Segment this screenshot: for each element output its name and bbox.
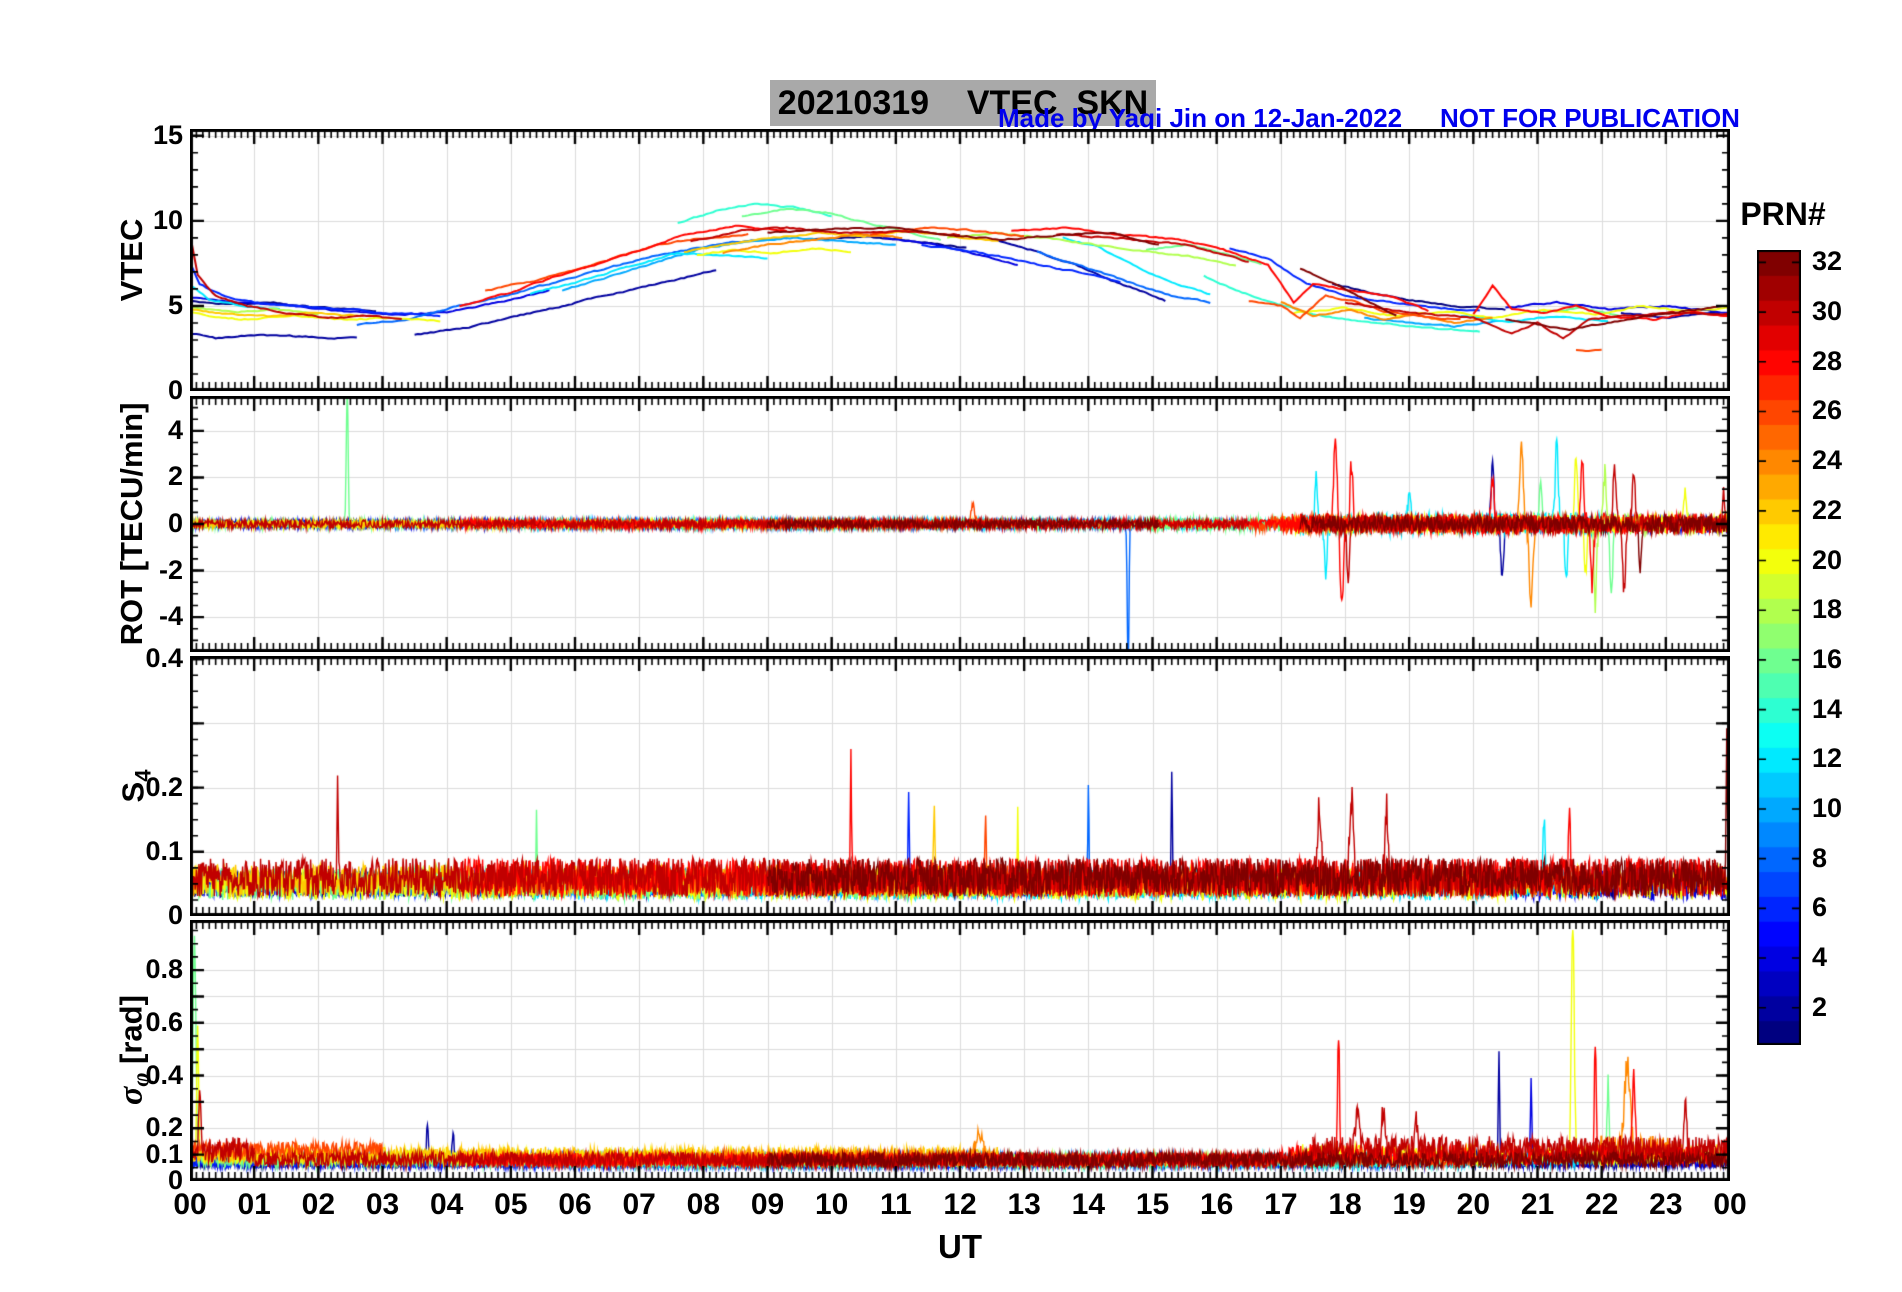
y-tick-label: 0.1 <box>145 1138 183 1169</box>
colorbar-tick-label: 12 <box>1812 743 1843 774</box>
x-tick-label: 21 <box>1520 1188 1555 1221</box>
y-tick-label: 0 <box>167 508 183 538</box>
x-tick-label: 00 <box>1713 1188 1747 1221</box>
x-tick-label: 14 <box>1071 1188 1106 1221</box>
x-tick-label: 12 <box>943 1188 977 1221</box>
x-axis-label: UT <box>938 1228 982 1265</box>
not-for-publication-annotation: NOT FOR PUBLICATION <box>1440 103 1740 133</box>
y-tick-label: 0 <box>167 900 183 930</box>
x-tick-label: 13 <box>1007 1188 1041 1221</box>
y-tick-label: 0.6 <box>145 1006 183 1037</box>
y-tick-label: 2 <box>167 461 183 492</box>
x-tick-label: 07 <box>622 1188 656 1221</box>
x-tick-label: 15 <box>1135 1188 1170 1221</box>
x-tick-label: 11 <box>879 1188 912 1221</box>
x-tick-label: 17 <box>1264 1188 1298 1221</box>
y-tick-label: 0.4 <box>145 1059 183 1090</box>
x-tick-label: 19 <box>1392 1188 1426 1221</box>
sigma-phi-panel-canvas <box>190 920 1730 1181</box>
colorbar-tick-label: 16 <box>1812 643 1843 674</box>
x-tick-label: 18 <box>1328 1188 1362 1221</box>
colorbar-tick-label: 2 <box>1812 991 1828 1022</box>
y-tick-label: -4 <box>158 601 183 632</box>
colorbar-tick-label: 18 <box>1812 594 1843 625</box>
x-tick-label: 20 <box>1456 1188 1491 1221</box>
colorbar-tick-label: 20 <box>1812 544 1843 575</box>
x-tick-label: 23 <box>1649 1188 1683 1221</box>
y-tick-label: 0.2 <box>145 1112 183 1143</box>
x-tick-label: 05 <box>494 1188 528 1221</box>
x-tick-label: 02 <box>301 1188 336 1221</box>
x-tick-label: 09 <box>750 1188 785 1221</box>
colorbar-tick-label: 24 <box>1812 445 1843 476</box>
colorbar-tick-label: 32 <box>1812 246 1843 277</box>
x-tick-label: 08 <box>686 1188 721 1221</box>
x-tick-label: 16 <box>1199 1188 1234 1221</box>
colorbar-tick-label: 30 <box>1812 296 1843 327</box>
y-tick-label: 5 <box>167 289 183 320</box>
colorbar-tick-label: 10 <box>1812 792 1843 823</box>
colorbar-tick-label: 26 <box>1812 395 1843 426</box>
x-tick-label: 01 <box>237 1188 271 1221</box>
colorbar-tick-label: 22 <box>1812 494 1843 525</box>
colorbar-title: PRN# <box>1740 196 1826 232</box>
colorbar-tick-label: 4 <box>1812 942 1828 973</box>
y-tick-label: 0.2 <box>145 771 183 802</box>
y-tick-label: 0.1 <box>145 835 183 866</box>
credit-annotation: Made by Yaqi Jin on 12-Jan-2022 <box>998 103 1403 133</box>
y-tick-label: 15 <box>152 119 183 150</box>
plot-title: 20210319 VTEC SKN <box>770 80 1156 126</box>
rot-panel-canvas <box>190 396 1730 652</box>
x-tick-label: 03 <box>365 1188 400 1221</box>
y-tick-label: -2 <box>158 554 183 585</box>
x-tick-label: 10 <box>814 1188 849 1221</box>
y-tick-label: 10 <box>152 204 183 235</box>
x-tick-label: 04 <box>429 1188 464 1221</box>
y-tick-label: 0 <box>167 375 183 405</box>
x-tick-label: 06 <box>558 1188 592 1221</box>
colorbar-tick-label: 28 <box>1812 345 1843 376</box>
s4-panel-canvas <box>190 656 1730 916</box>
y-tick-label: 4 <box>167 414 183 445</box>
x-tick-label: 00 <box>173 1188 207 1221</box>
y-tick-label: 0.8 <box>145 954 183 985</box>
colorbar-tick-label: 6 <box>1812 892 1828 923</box>
vtec-panel-canvas <box>190 129 1730 391</box>
y-tick-label: 0 <box>167 1165 183 1195</box>
y-tick-label: 0.4 <box>145 643 183 674</box>
colorbar <box>1757 250 1801 1045</box>
colorbar-tick-label: 14 <box>1812 693 1843 724</box>
colorbar-tick-label: 8 <box>1812 842 1828 873</box>
x-tick-label: 22 <box>1584 1188 1619 1221</box>
